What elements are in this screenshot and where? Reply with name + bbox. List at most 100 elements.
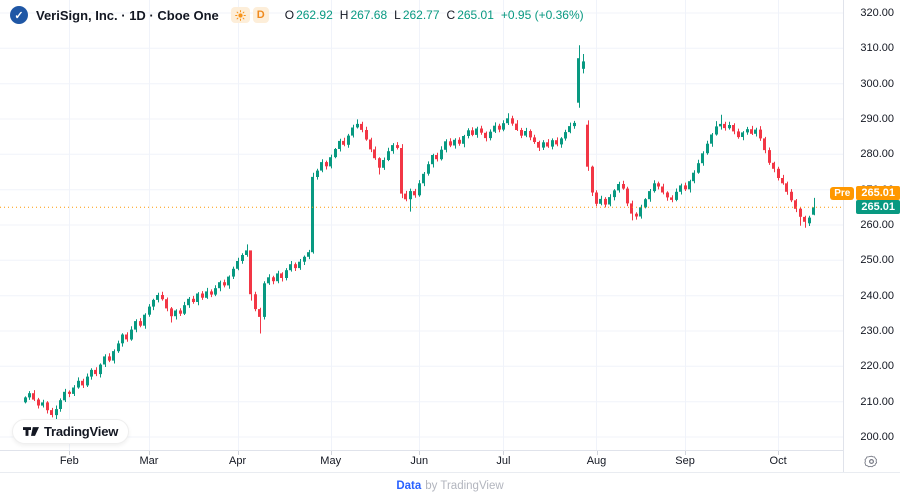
- candle-body: [72, 387, 75, 394]
- candle-body: [320, 162, 323, 171]
- time-tick-label: Aug: [586, 455, 607, 467]
- candle-body: [710, 134, 713, 144]
- candle-body: [201, 293, 204, 298]
- candle-body: [303, 256, 306, 262]
- candle-body: [790, 191, 793, 201]
- candle-body: [555, 140, 558, 145]
- candle-body: [418, 183, 421, 196]
- candle-body: [644, 199, 647, 208]
- candle-body: [630, 203, 633, 214]
- candle-body: [754, 129, 757, 134]
- candle-body: [670, 197, 673, 200]
- price-tick-label: 230.00: [860, 325, 894, 337]
- candle-body: [86, 376, 89, 386]
- candle-body: [192, 298, 195, 302]
- candle-body: [351, 127, 354, 136]
- candle-body: [440, 149, 443, 160]
- candle-body: [772, 162, 775, 169]
- candle-body: [467, 130, 470, 136]
- tradingview-logo-icon: [23, 427, 39, 436]
- axis-corner: [843, 450, 900, 472]
- candle-body: [143, 314, 146, 326]
- candle-body: [715, 126, 718, 135]
- last-price-label: 265.01: [856, 200, 900, 215]
- candle-body: [81, 380, 84, 386]
- candle-body: [458, 139, 461, 144]
- candle-body: [444, 141, 447, 150]
- data-link[interactable]: Data: [396, 480, 422, 492]
- candle-body: [648, 191, 651, 200]
- tradingview-brand-text: TradingView: [44, 424, 119, 439]
- candle-body: [156, 295, 159, 300]
- candle-body: [365, 130, 368, 140]
- last-price-value: 265.01: [856, 200, 900, 215]
- symbol-title[interactable]: VeriSign, Inc. · 1D · Cboe One: [36, 7, 219, 23]
- candle-body: [741, 132, 744, 137]
- candle-body: [179, 310, 182, 314]
- price-tick-label: 210.00: [860, 395, 894, 408]
- candle-body: [68, 391, 71, 394]
- candle-body: [24, 397, 27, 403]
- candle-body: [307, 252, 310, 257]
- price-axis[interactable]: 320.00310.00300.00290.00280.00270.00260.…: [830, 0, 900, 472]
- attribution-text: by TradingView: [425, 480, 504, 492]
- candle-body: [41, 402, 44, 406]
- candle-body: [750, 129, 753, 134]
- candle-body: [249, 250, 252, 295]
- candle-body: [697, 163, 700, 173]
- candle-body: [524, 131, 527, 136]
- chart-plot-area[interactable]: [0, 0, 843, 450]
- candle-body: [595, 192, 598, 204]
- candle-body: [108, 356, 111, 361]
- time-tick-mark: [237, 451, 239, 455]
- time-tick-label: Jun: [410, 455, 429, 467]
- candle-body: [794, 200, 797, 209]
- candle-body: [591, 166, 594, 193]
- price-tick-label: 310.00: [860, 42, 894, 55]
- ohlc-readout: O 262.92 H 267.68 L 262.77 C 265.01 +0.95 (+…: [285, 8, 584, 22]
- candle-body: [272, 277, 275, 282]
- candle-body: [139, 321, 142, 326]
- candle-body: [427, 164, 430, 174]
- candle-body: [413, 191, 416, 196]
- candle-body: [347, 135, 350, 145]
- candle-body: [542, 142, 545, 148]
- candle-body: [285, 270, 288, 278]
- candle-body: [502, 123, 505, 130]
- price-tick-label: 300.00: [860, 77, 894, 90]
- candle-body: [622, 184, 625, 189]
- price-tick-label: 200.00: [860, 431, 894, 443]
- candle-body: [617, 184, 620, 191]
- axis-settings-gear-icon[interactable]: [864, 454, 879, 469]
- candlestick-canvas: [0, 0, 843, 450]
- candle-body: [329, 157, 332, 167]
- candle-body: [382, 160, 385, 168]
- high-label: H: [339, 8, 349, 22]
- candle-body: [666, 192, 669, 198]
- time-tick-label: Jul: [496, 455, 511, 467]
- tradingview-logo[interactable]: TradingView: [12, 419, 130, 444]
- candle-body: [435, 155, 438, 160]
- candle-body: [37, 399, 40, 406]
- low-label: L: [394, 8, 401, 22]
- price-tick-label: 240.00: [860, 289, 894, 302]
- candle-body: [719, 123, 722, 127]
- candle-body: [218, 282, 221, 289]
- candle-body: [803, 216, 806, 222]
- premarket-sun-icon: [230, 7, 250, 23]
- candle-body: [431, 155, 434, 165]
- candle-body: [732, 125, 735, 132]
- time-tick-label: Oct: [769, 455, 787, 467]
- candle-body: [498, 125, 501, 130]
- candle-body: [688, 181, 691, 190]
- candle-body: [28, 393, 31, 398]
- candle-body: [489, 131, 492, 139]
- candle-body: [276, 273, 279, 282]
- time-axis[interactable]: Feb Mar Apr May Jun Jul Aug Sep Oct: [0, 450, 843, 473]
- candle-body: [737, 131, 740, 138]
- time-tick-mark: [685, 451, 687, 455]
- verisign-logo-icon: ✓: [10, 6, 28, 24]
- candle-body: [657, 183, 660, 187]
- candle-body: [449, 141, 452, 146]
- candle-body: [316, 170, 319, 177]
